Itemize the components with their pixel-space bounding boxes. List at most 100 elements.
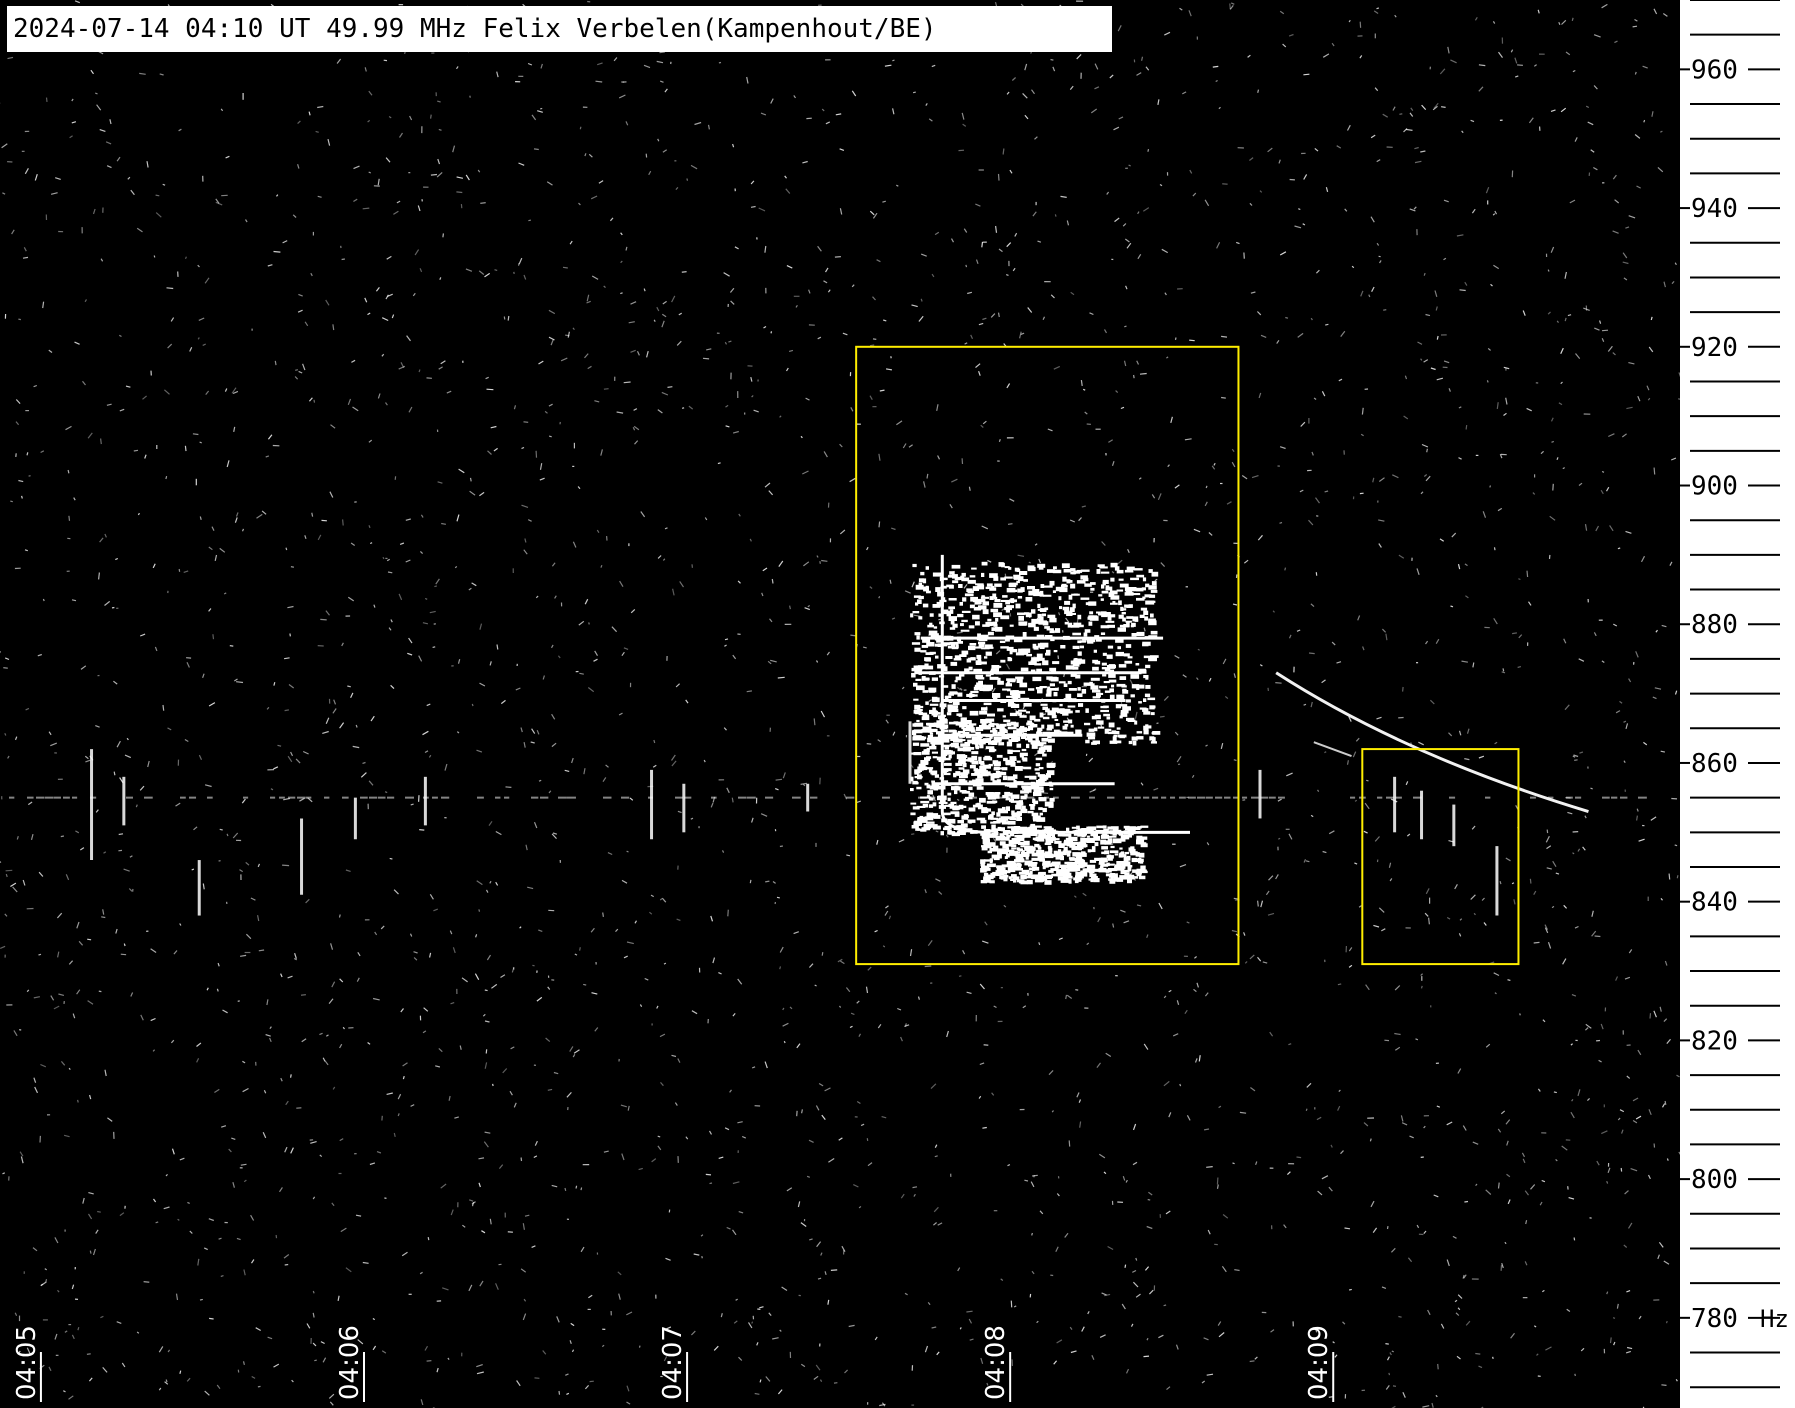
noise-speck	[980, 424, 984, 428]
noise-speck	[1206, 1373, 1214, 1376]
noise-speck	[1050, 294, 1055, 299]
echo-speck	[1093, 833, 1098, 837]
noise-speck	[1410, 107, 1414, 111]
noise-speck	[1158, 902, 1163, 910]
noise-speck	[710, 802, 714, 808]
noise-speck	[391, 314, 395, 319]
noise-speck	[320, 618, 327, 621]
noise-speck	[1148, 1289, 1154, 1295]
noise-speck	[730, 300, 735, 305]
noise-speck	[1609, 1337, 1612, 1344]
echo-speck	[1072, 603, 1076, 609]
echo-speck	[932, 707, 936, 713]
echo-speck	[915, 736, 924, 741]
echo-speck	[968, 807, 976, 812]
noise-speck	[1489, 485, 1492, 488]
echo-speck	[1055, 867, 1059, 872]
noise-speck	[92, 208, 96, 215]
noise-speck	[1322, 53, 1330, 58]
noise-speck	[782, 1007, 785, 1011]
noise-speck	[613, 57, 618, 62]
noise-speck	[1213, 462, 1216, 466]
echo-speck	[977, 633, 981, 638]
noise-speck	[1109, 74, 1114, 79]
echo-speck	[1057, 849, 1062, 854]
echo-speck	[1071, 593, 1080, 596]
noise-speck	[1011, 77, 1017, 81]
noise-speck	[469, 477, 472, 482]
noise-speck	[1372, 477, 1375, 483]
echo-speck	[1136, 874, 1142, 877]
noise-speck	[362, 1261, 369, 1264]
noise-speck	[572, 541, 577, 548]
echo-speck	[1033, 724, 1038, 728]
noise-speck	[1521, 1152, 1526, 1158]
noise-speck	[1462, 1274, 1465, 1279]
noise-speck	[105, 141, 112, 145]
noise-speck	[1625, 530, 1632, 534]
noise-speck	[1556, 320, 1559, 323]
noise-speck	[998, 439, 1001, 442]
noise-speck	[154, 646, 158, 652]
echo-speck	[974, 737, 982, 740]
echo-speck	[1100, 709, 1109, 713]
noise-speck	[1624, 1190, 1629, 1195]
echo-speck	[981, 647, 990, 650]
echo-speck	[925, 652, 934, 655]
noise-speck	[139, 785, 145, 791]
noise-speck	[726, 787, 730, 794]
noise-speck	[507, 315, 510, 321]
echo-speck	[1046, 728, 1053, 731]
noise-speck	[456, 731, 460, 734]
echo-speck	[969, 727, 975, 732]
noise-speck	[1372, 1227, 1378, 1233]
echo-speck	[1045, 864, 1049, 868]
noise-speck	[30, 833, 34, 841]
noise-speck	[424, 1345, 429, 1351]
noise-speck	[586, 300, 591, 304]
noise-speck	[850, 1012, 855, 1016]
echo-speck	[912, 723, 916, 727]
echo-speck	[1047, 686, 1051, 690]
echo-speck	[1136, 574, 1145, 578]
noise-speck	[1087, 1311, 1090, 1315]
noise-speck	[556, 1316, 560, 1323]
noise-speck	[557, 655, 561, 659]
echo-speck	[1063, 569, 1072, 573]
noise-speck	[1076, 53, 1082, 60]
noise-speck	[1034, 543, 1038, 546]
noise-speck	[862, 646, 867, 649]
echo-speck	[924, 816, 934, 821]
noise-speck	[626, 941, 634, 945]
noise-speck	[677, 1058, 681, 1063]
noise-speck	[671, 760, 677, 767]
noise-speck	[963, 228, 968, 233]
echo-speck	[1016, 728, 1025, 733]
noise-speck	[1163, 695, 1169, 702]
noise-speck	[758, 207, 766, 212]
noise-speck	[231, 387, 237, 394]
noise-speck	[159, 73, 164, 76]
echo-speck	[982, 835, 990, 841]
noise-speck	[302, 363, 306, 371]
noise-speck	[116, 1321, 122, 1324]
noise-speck	[120, 953, 127, 956]
noise-speck	[570, 1322, 575, 1327]
echo-speck	[1031, 618, 1038, 624]
echo-speck	[1026, 653, 1032, 657]
noise-speck	[1493, 264, 1500, 270]
noise-speck	[332, 324, 335, 331]
noise-speck	[331, 1202, 335, 1207]
noise-speck	[198, 754, 203, 760]
noise-speck	[233, 426, 236, 433]
noise-speck	[297, 164, 300, 169]
echo-speck	[1145, 583, 1150, 588]
noise-speck	[712, 957, 716, 964]
echo-speck	[1053, 850, 1058, 856]
noise-speck	[206, 987, 209, 991]
noise-speck	[1582, 846, 1586, 851]
noise-speck	[900, 1036, 903, 1042]
noise-speck	[452, 947, 456, 954]
echo-speck	[1048, 847, 1053, 853]
noise-speck	[1570, 1043, 1573, 1046]
